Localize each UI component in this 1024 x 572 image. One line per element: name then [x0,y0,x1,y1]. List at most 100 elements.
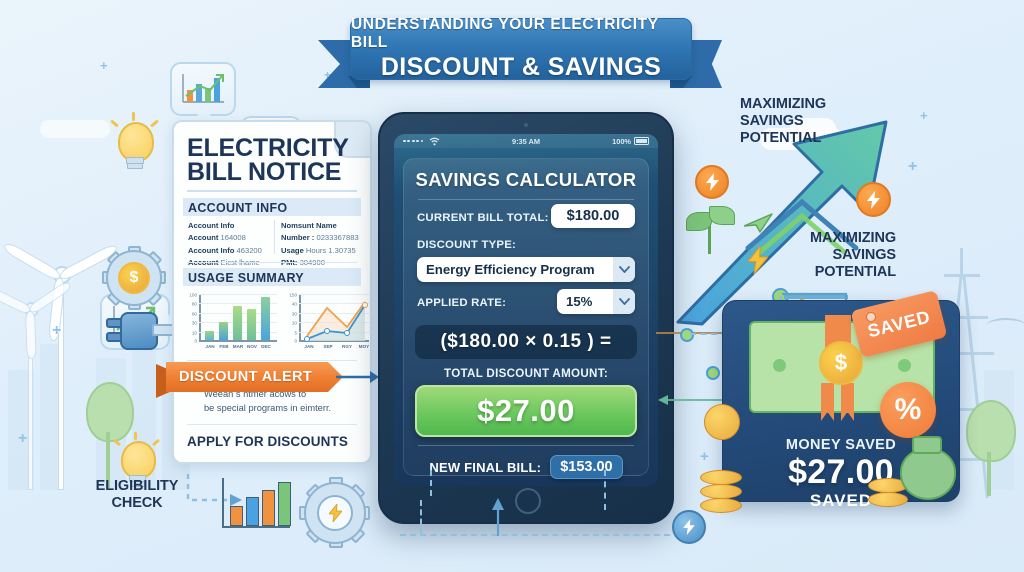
percent-badge: % [880,382,936,438]
tree-left [86,382,134,488]
growth-arrow [676,120,888,326]
label-line: SAVINGS [740,112,804,129]
x-tick: NOV [247,343,257,349]
coin-icon [704,404,740,440]
bar [233,306,242,341]
divider [187,360,357,361]
new-final-bill-row: NEW FINAL BILL: $153.00 [404,455,648,479]
bar [219,322,228,341]
bill-title-line2: BILL NOTICE [187,158,342,186]
bar-chart-chip[interactable] [170,62,236,123]
apply-for-discounts-label[interactable]: APPLY FOR DISCOUNTS [187,434,348,449]
account-row-value: 0233367883 [316,233,359,243]
new-final-bill-value: $153.00 [550,455,623,479]
connector-node [680,328,694,342]
label-line: POTENTIAL [740,129,822,146]
front-camera [524,123,528,127]
discount-alert-banner[interactable]: DISCOUNT ALERT [166,362,343,392]
y-tick: 10 [291,320,297,326]
label-line: POTENTIAL [814,263,896,280]
usage-bar-chart: 100 80 60 30 10 0 JAN FEB MAR NOV DEC [189,293,277,349]
x-axis [199,340,277,342]
account-row: Account 164008 [188,232,268,244]
transmission-tower [930,248,994,498]
chevron-down-icon[interactable] [613,289,635,314]
battery-icon [634,136,650,146]
bar [261,297,270,341]
alert-text-line1: Weean s htmer acows to [204,389,307,399]
divider [418,445,634,446]
bottom-bar-chart [222,478,291,528]
award-ribbon-tail [841,383,854,421]
x-tick: FEB [219,343,229,349]
paper-plane-icon [744,213,773,233]
dashed-connector-bottom [604,470,606,510]
y-axis [299,294,301,342]
divider [418,199,634,200]
usage-line-chart: 150 40 30 10 5 0 JAN SEP RGY M [289,293,369,349]
header-ribbon: UNDERSTANDING YOUR ELECTRICITY BILL DISC… [318,16,722,94]
data-point [304,336,310,342]
dashed-connector-bottom [400,534,670,536]
dollar-gear-icon: $ [102,246,166,310]
y-tick: 150 [289,292,297,298]
bar [230,506,243,526]
home-button[interactable] [515,488,541,514]
label-line: CHECK [111,494,163,511]
tablet-screen: 9:35 AM 100% SAVINGS CALCULATOR CURRENT … [394,134,658,486]
discount-connector-arrow [658,395,726,405]
discount-formula: ($180.00 × 0.15 ) = [415,325,637,359]
account-row: Nomsunt Name [281,220,367,232]
sparkle-icon: + [324,68,332,82]
total-discount-value-box: $27.00 [415,385,637,437]
applied-rate-select[interactable]: 15% [557,289,635,314]
dollar-medal: $ [118,262,150,294]
banner-title: DISCOUNT & SAVINGS [380,53,662,81]
signal-dots-icon [403,139,425,143]
bar [246,497,259,526]
wind-turbine [0,280,73,490]
sparkle-icon: + [100,58,108,73]
energy-bolt-icon [695,165,729,199]
up-arrow-connector [492,498,504,536]
new-final-bill-label: NEW FINAL BILL: [429,459,542,475]
status-time: 9:35 AM [511,136,541,146]
discount-type-select[interactable]: Energy Efficiency Program [417,257,635,282]
divider [187,262,357,263]
y-tick: 10 [191,330,197,336]
tag-hole [866,312,876,322]
dashed-connector-top [430,470,432,496]
chevron-arrow-small [745,198,859,255]
account-row-label: Account Info [188,221,235,230]
sparkle-icon: + [700,448,709,465]
account-row: Number : 0233367883 [281,232,367,244]
y-tick: 5 [294,330,297,336]
energy-gear-icon-bottom [299,477,370,548]
current-bill-label: CURRENT BILL TOTAL: [417,212,549,224]
plant-sprout-icon [686,198,735,254]
total-discount-label: TOTAL DISCOUNT AMOUNT: [444,367,608,380]
alert-to-tablet-arrow [336,371,379,383]
banknote-dot [898,359,911,372]
status-bar: 9:35 AM 100% [394,134,658,148]
energy-bolt-icon-bottom [672,510,706,544]
usage-charts: 100 80 60 30 10 0 JAN FEB MAR NOV DEC [188,293,369,349]
sparkle-icon: + [920,108,928,123]
wifi-icon [429,137,440,145]
alert-text-line2: be special programs in eimterr. [204,402,332,413]
y-tick: 30 [291,311,297,317]
page-fold-corner [334,122,370,158]
applied-rate-label: APPLIED RATE: [417,297,507,309]
bag-knot [912,436,942,454]
x-axis [299,340,369,342]
column-divider [274,220,275,254]
bar [262,490,275,526]
coin-stack [700,470,742,485]
chevron-down-icon[interactable] [613,257,635,282]
tree-right [966,400,1016,496]
usage-summary-header: USAGE SUMMARY [183,268,361,286]
x-tick: SEP [323,343,333,349]
x-tick: MOY [358,343,370,349]
current-bill-field[interactable]: $180.00 [551,204,635,228]
banner-subtitle: UNDERSTANDING YOUR ELECTRICITY BILL [351,16,659,51]
